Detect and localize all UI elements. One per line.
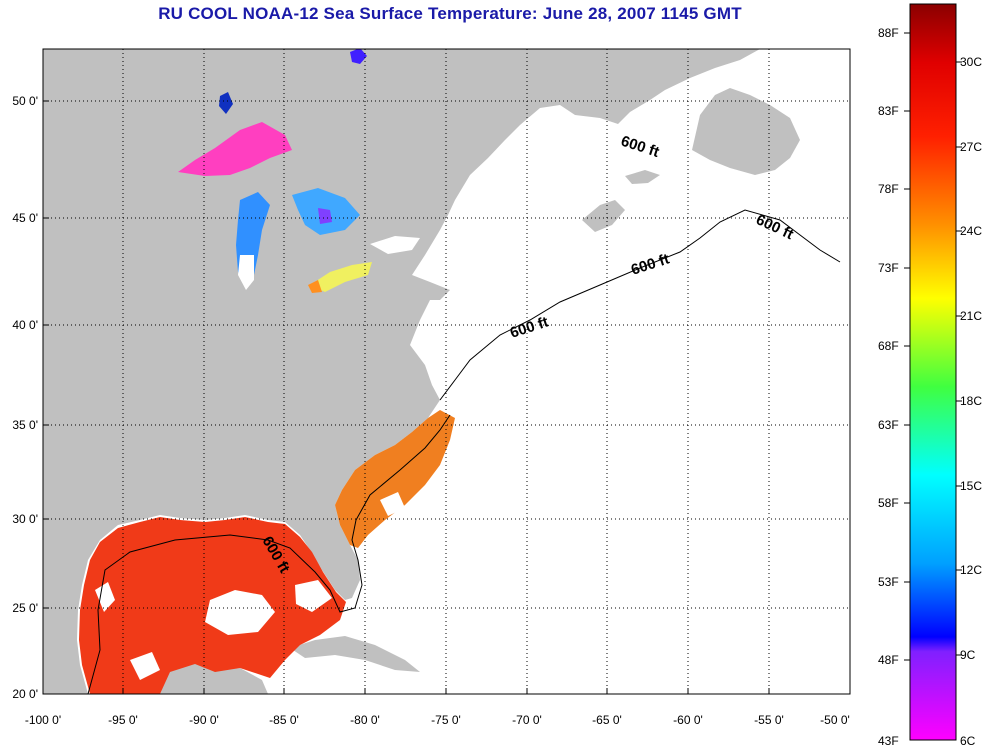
- lat-tick-label: 35 0': [12, 418, 38, 432]
- lake-ontario: [370, 236, 420, 254]
- lat-tick-label: 30 0': [12, 512, 38, 526]
- lat-tick-label: 20 0': [12, 687, 38, 701]
- lon-tick-label: -55 0': [754, 713, 784, 727]
- cloud-patch: [205, 590, 275, 635]
- lat-tick-label: 25 0': [12, 601, 38, 615]
- colorbar-c-label: 21C: [960, 309, 983, 323]
- lon-tick-label: -95 0': [108, 713, 138, 727]
- colorbar-f-label: 43F: [878, 734, 899, 748]
- colorbar-f-label: 63F: [878, 418, 899, 432]
- map-title: RU COOL NOAA-12 Sea Surface Temperature:…: [158, 4, 742, 23]
- lake-winnipeg-area: [219, 92, 233, 114]
- land-north-america: [43, 49, 760, 694]
- lon-tick-label: -75 0': [431, 713, 461, 727]
- lake-erie-west: [308, 280, 322, 293]
- lon-tick-label: -85 0': [269, 713, 299, 727]
- colorbar-c-label: 12C: [960, 563, 983, 577]
- land-yucatan: [160, 662, 268, 694]
- cloud-patch: [95, 582, 115, 612]
- lon-tick-label: -90 0': [189, 713, 219, 727]
- colorbar-f-label: 58F: [878, 496, 899, 510]
- colorbar-ticks: [904, 32, 962, 661]
- colorbar-f-label: 48F: [878, 653, 899, 667]
- lon-tick-label: -65 0': [592, 713, 622, 727]
- colorbar-c-label: 30C: [960, 55, 983, 69]
- lon-tick-label: -50 0': [820, 713, 850, 727]
- colorbar-c-label: 9C: [960, 648, 976, 662]
- isobath-600ft: [87, 209, 841, 694]
- grid-lines: [43, 49, 850, 694]
- lake-erie: [310, 262, 372, 292]
- lon-tick-label: -100 0': [25, 713, 61, 727]
- lat-tick-label: 40 0': [12, 318, 38, 332]
- land-pei: [625, 170, 660, 184]
- cloud-patch: [295, 580, 332, 612]
- colorbar-c-label: 18C: [960, 394, 983, 408]
- lake-huron-bay: [318, 208, 332, 224]
- colorbar-f-label: 73F: [878, 261, 899, 275]
- colorbar-c-label: 27C: [960, 140, 983, 154]
- colorbar-f-label: 78F: [878, 182, 899, 196]
- land-newfoundland: [692, 88, 800, 175]
- colorbar-c-label: 24C: [960, 224, 983, 238]
- lon-tick-label: -70 0': [512, 713, 542, 727]
- colorbar-c-label: 15C: [960, 479, 983, 493]
- land-cuba: [290, 636, 420, 672]
- colorbar-c-label: 6C: [960, 734, 976, 748]
- colorbar-f-label: 88F: [878, 26, 899, 40]
- axis-ticks: [42, 100, 851, 695]
- cloud-patch: [130, 652, 160, 680]
- lon-tick-label: -80 0': [350, 713, 380, 727]
- colorbar: [909, 3, 957, 741]
- lake-michigan-south: [238, 255, 254, 290]
- colorbar-f-label: 83F: [878, 104, 899, 118]
- lake-superior: [178, 122, 292, 176]
- land-maritimes: [582, 200, 625, 232]
- colorbar-f-label: 53F: [878, 575, 899, 589]
- lat-tick-label: 45 0': [12, 211, 38, 225]
- colorbar-f-label: 68F: [878, 339, 899, 353]
- cloud-patch: [380, 492, 405, 516]
- lon-tick-label: -60 0': [673, 713, 703, 727]
- hudson-patch: [350, 49, 367, 64]
- lat-tick-label: 50 0': [12, 94, 38, 108]
